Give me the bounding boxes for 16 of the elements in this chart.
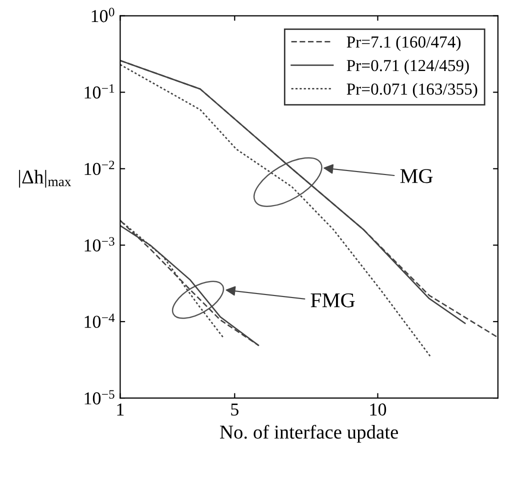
annotation: MG	[400, 169, 433, 184]
y-tick-label: 10$^{−1}$	[84, 84, 114, 99]
x-tick-label: 10	[370, 403, 386, 416]
annotation: FMG	[310, 293, 355, 308]
x-tick-label: 5	[231, 404, 238, 416]
legend-label: Pr=0.071 (163/355)	[346, 83, 478, 98]
y-axis-title: |Δh|$_{max}$	[19, 170, 72, 188]
y-tick-label: 10$^{−2}$	[84, 160, 114, 176]
y-tick-label: 10$^{−4}$	[84, 314, 115, 328]
y-tick-label: 10$^{0}$	[92, 8, 114, 22]
legend-label: Pr=0.71 (124/459)	[346, 59, 469, 75]
legend-label: Pr=7.1 (160/474)	[346, 36, 461, 52]
x-axis-title: No. of interface update	[220, 424, 398, 443]
y-tick-label: 10$^{−3}$	[84, 237, 114, 252]
y-tick-label: 10$^{−5}$	[84, 390, 114, 404]
x-tick-label: 1	[117, 404, 124, 416]
